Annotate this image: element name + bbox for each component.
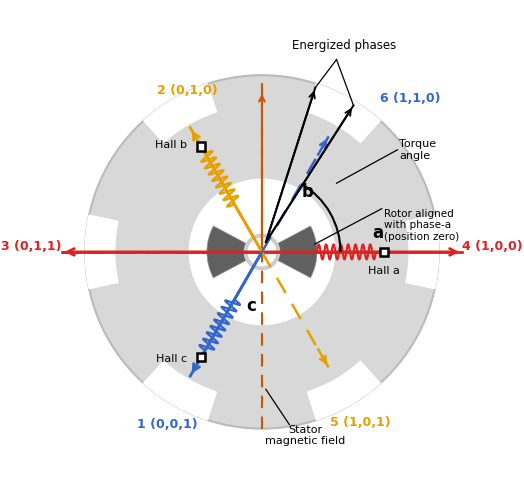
Circle shape <box>248 238 276 266</box>
Text: a: a <box>372 224 383 242</box>
Text: 4 (1,0,0): 4 (1,0,0) <box>462 240 523 252</box>
Text: 6 (1,1,0): 6 (1,1,0) <box>380 92 440 105</box>
Wedge shape <box>308 84 380 142</box>
Text: Hall b: Hall b <box>155 139 188 150</box>
Text: 5 (1,0,1): 5 (1,0,1) <box>330 416 390 429</box>
Text: 2 (0,1,0): 2 (0,1,0) <box>157 84 217 97</box>
Wedge shape <box>85 215 118 288</box>
Wedge shape <box>308 361 380 420</box>
Circle shape <box>189 179 334 325</box>
Wedge shape <box>144 84 216 142</box>
Text: Hall c: Hall c <box>156 354 188 364</box>
Wedge shape <box>274 226 317 278</box>
Text: Hall a: Hall a <box>368 266 400 276</box>
Text: Energized phases: Energized phases <box>292 39 397 52</box>
Text: Torque
angle: Torque angle <box>399 139 436 161</box>
Text: 1 (0,0,1): 1 (0,0,1) <box>137 418 198 431</box>
Text: Stator
magnetic field: Stator magnetic field <box>265 425 345 446</box>
Wedge shape <box>207 226 250 278</box>
Bar <box>197 142 205 151</box>
Bar <box>379 248 388 256</box>
Text: b: b <box>301 183 313 201</box>
Wedge shape <box>144 361 216 420</box>
Circle shape <box>85 75 439 429</box>
Circle shape <box>244 234 280 270</box>
Text: c: c <box>246 297 256 315</box>
Text: 3 (0,1,1): 3 (0,1,1) <box>1 240 62 252</box>
Text: Rotor aligned
with phase-a
(position zero): Rotor aligned with phase-a (position zer… <box>384 209 459 242</box>
Wedge shape <box>406 215 439 288</box>
Bar <box>197 353 205 362</box>
